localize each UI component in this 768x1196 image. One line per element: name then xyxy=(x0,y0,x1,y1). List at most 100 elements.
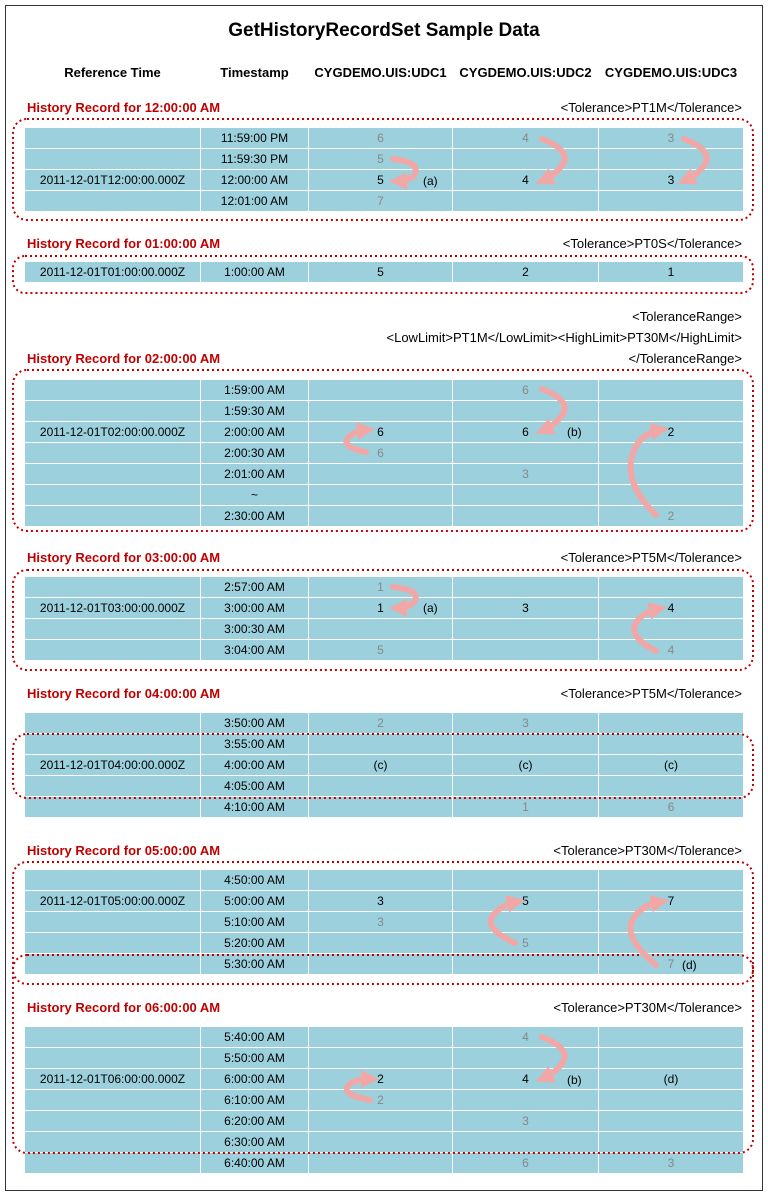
table-row: 3:04:00 AM 5 4 xyxy=(25,640,743,660)
column-separator xyxy=(308,1153,309,1173)
timestamp-cell: 3:04:00 AM xyxy=(224,643,285,657)
tolerance-range-close: </ToleranceRange> xyxy=(628,351,742,366)
table-row: 2011-12-01T02:00:00.000Z 2:00:00 AM 6 6 2 xyxy=(25,422,743,442)
udc2-value-cell xyxy=(453,954,598,974)
reference-time-cell xyxy=(25,640,200,660)
timestamp-cell: 3:00:00 AM xyxy=(224,601,285,615)
table-row: 1:59:30 AM xyxy=(25,401,743,421)
table-row: 4:10:00 AM 1 6 xyxy=(25,797,743,817)
reference-time-cell xyxy=(25,1153,200,1173)
udc2-value-cell: 4 xyxy=(522,131,529,145)
udc3-value-cell xyxy=(599,933,743,953)
udc1-value-cell: 3 xyxy=(377,894,384,908)
udc3-value-cell: 4 xyxy=(667,643,675,657)
timestamp-cell: 11:59:00 PM xyxy=(220,131,289,145)
udc2-value-cell: 3 xyxy=(522,601,529,615)
reference-time-cell xyxy=(25,933,200,953)
udc1-value-cell: 5 xyxy=(377,643,384,657)
tolerance-range-limits: <LowLimit>PT1M</LowLimit><HighLimit>PT30… xyxy=(386,330,743,345)
column-separator xyxy=(308,797,309,817)
reference-time-cell xyxy=(25,1090,200,1110)
udc2-value-cell: 4 xyxy=(522,173,529,187)
note-a-03am: (a) xyxy=(423,601,438,615)
udc2-value-cell xyxy=(453,485,598,505)
tolerance-05am: <Tolerance>PT30M</Tolerance> xyxy=(553,843,742,858)
udc1-value-cell xyxy=(309,1153,452,1173)
udc3-value-cell: 2 xyxy=(667,509,675,523)
timestamp-cell: 11:59:30 PM xyxy=(220,152,289,166)
udc1-value-cell: 1 xyxy=(377,580,384,594)
timestamp-cell: 2:57:00 AM xyxy=(224,580,285,594)
section-title-03am: History Record for 03:00:00 AM xyxy=(27,550,221,565)
udc2-value-cell xyxy=(453,1132,598,1152)
udc2-value-cell xyxy=(453,191,598,211)
udc1-value-cell xyxy=(309,797,452,817)
udc1-value-cell: 6 xyxy=(377,131,384,145)
udc2-value-cell xyxy=(453,443,598,463)
reference-time-cell: 2011-12-01T05:00:00.000Z xyxy=(39,894,186,908)
reference-time-cell xyxy=(25,1048,200,1068)
reference-time-cell xyxy=(25,1111,200,1131)
timestamp-cell: 2:00:00 AM xyxy=(224,425,285,439)
udc2-value-cell xyxy=(453,149,598,169)
udc1-value-cell xyxy=(309,1132,452,1152)
table-row: 12:01:00 AM 7 xyxy=(25,191,743,211)
udc2-value-cell xyxy=(453,619,598,639)
column-separator xyxy=(598,713,599,733)
udc3-value-cell xyxy=(599,443,743,463)
timestamp-cell: 2:00:30 AM xyxy=(224,446,285,460)
reference-time-cell xyxy=(25,464,200,484)
udc3-value-cell xyxy=(599,776,743,796)
tolerance-04am: <Tolerance>PT5M</Tolerance> xyxy=(560,686,742,701)
udc1-value-cell: 2 xyxy=(377,716,384,730)
timestamp-cell: 3:50:00 AM xyxy=(224,716,285,730)
timestamp-cell: 1:59:00 AM xyxy=(224,383,285,397)
udc2-value-cell: 4 xyxy=(522,1030,529,1044)
table-row: 5:10:00 AM 3 xyxy=(25,912,743,932)
reference-time-cell xyxy=(25,443,200,463)
udc1-value-cell xyxy=(309,870,452,890)
udc2-value-cell: 6 xyxy=(522,1156,529,1170)
timestamp-cell: 12:00:00 AM xyxy=(220,173,289,187)
header-udc1: CYGDEMO.UIS:UDC1 xyxy=(314,65,447,80)
table-row: 5:30:00 AM 7 xyxy=(25,954,743,974)
column-separator xyxy=(452,797,453,817)
table-row: 2011-12-01T03:00:00.000Z 3:00:00 AM 1 3 4 xyxy=(25,598,743,618)
udc3-value-cell xyxy=(599,485,743,505)
udc2-value-cell xyxy=(453,640,598,660)
table-row: 2:01:00 AM 3 xyxy=(25,464,743,484)
timestamp-cell: 4:10:00 AM xyxy=(224,800,285,814)
timestamp-cell: 4:00:00 AM xyxy=(224,758,285,772)
udc3-value-cell xyxy=(599,149,743,169)
reference-time-cell xyxy=(25,912,200,932)
timestamp-cell: 4:50:00 AM xyxy=(224,873,285,887)
reference-time-cell xyxy=(25,191,200,211)
table-row: 2011-12-01T04:00:00.000Z 4:00:00 AM (c) (c)… xyxy=(25,755,743,775)
note-b-06am: (b) xyxy=(567,1073,582,1087)
timestamp-cell: 4:05:00 AM xyxy=(224,779,285,793)
column-separator xyxy=(452,1153,453,1173)
udc3-value-cell: (d) xyxy=(663,1072,679,1086)
section-title-05am: History Record for 05:00:00 AM xyxy=(27,843,221,858)
udc1-value-cell: 6 xyxy=(377,425,384,439)
table-row: 1:59:00 AM 6 xyxy=(25,380,743,400)
note-d-05am: (d) xyxy=(682,958,697,972)
reference-time-cell: 2011-12-01T01:00:00.000Z xyxy=(39,265,186,279)
timestamp-cell: 5:10:00 AM xyxy=(224,915,285,929)
udc3-value-cell xyxy=(599,734,743,754)
column-separator xyxy=(200,713,201,733)
udc2-value-cell: 1 xyxy=(522,800,529,814)
table-row: 6:20:00 AM 3 xyxy=(25,1111,743,1131)
reference-time-cell xyxy=(25,506,200,526)
section-title-01am: History Record for 01:00:00 AM xyxy=(27,236,221,251)
timestamp-cell: 6:20:00 AM xyxy=(224,1114,285,1128)
udc1-value-cell: 7 xyxy=(377,194,384,208)
udc1-value-cell xyxy=(309,776,452,796)
udc1-value-cell: 2 xyxy=(377,1093,384,1107)
reference-time-cell: 2011-12-01T12:00:00.000Z xyxy=(39,173,186,187)
reference-time-cell xyxy=(25,128,200,148)
section-title-12am: History Record for 12:00:00 AM xyxy=(27,100,221,115)
udc2-value-cell xyxy=(453,506,598,526)
reference-time-cell xyxy=(25,797,200,817)
udc1-value-cell xyxy=(309,619,452,639)
